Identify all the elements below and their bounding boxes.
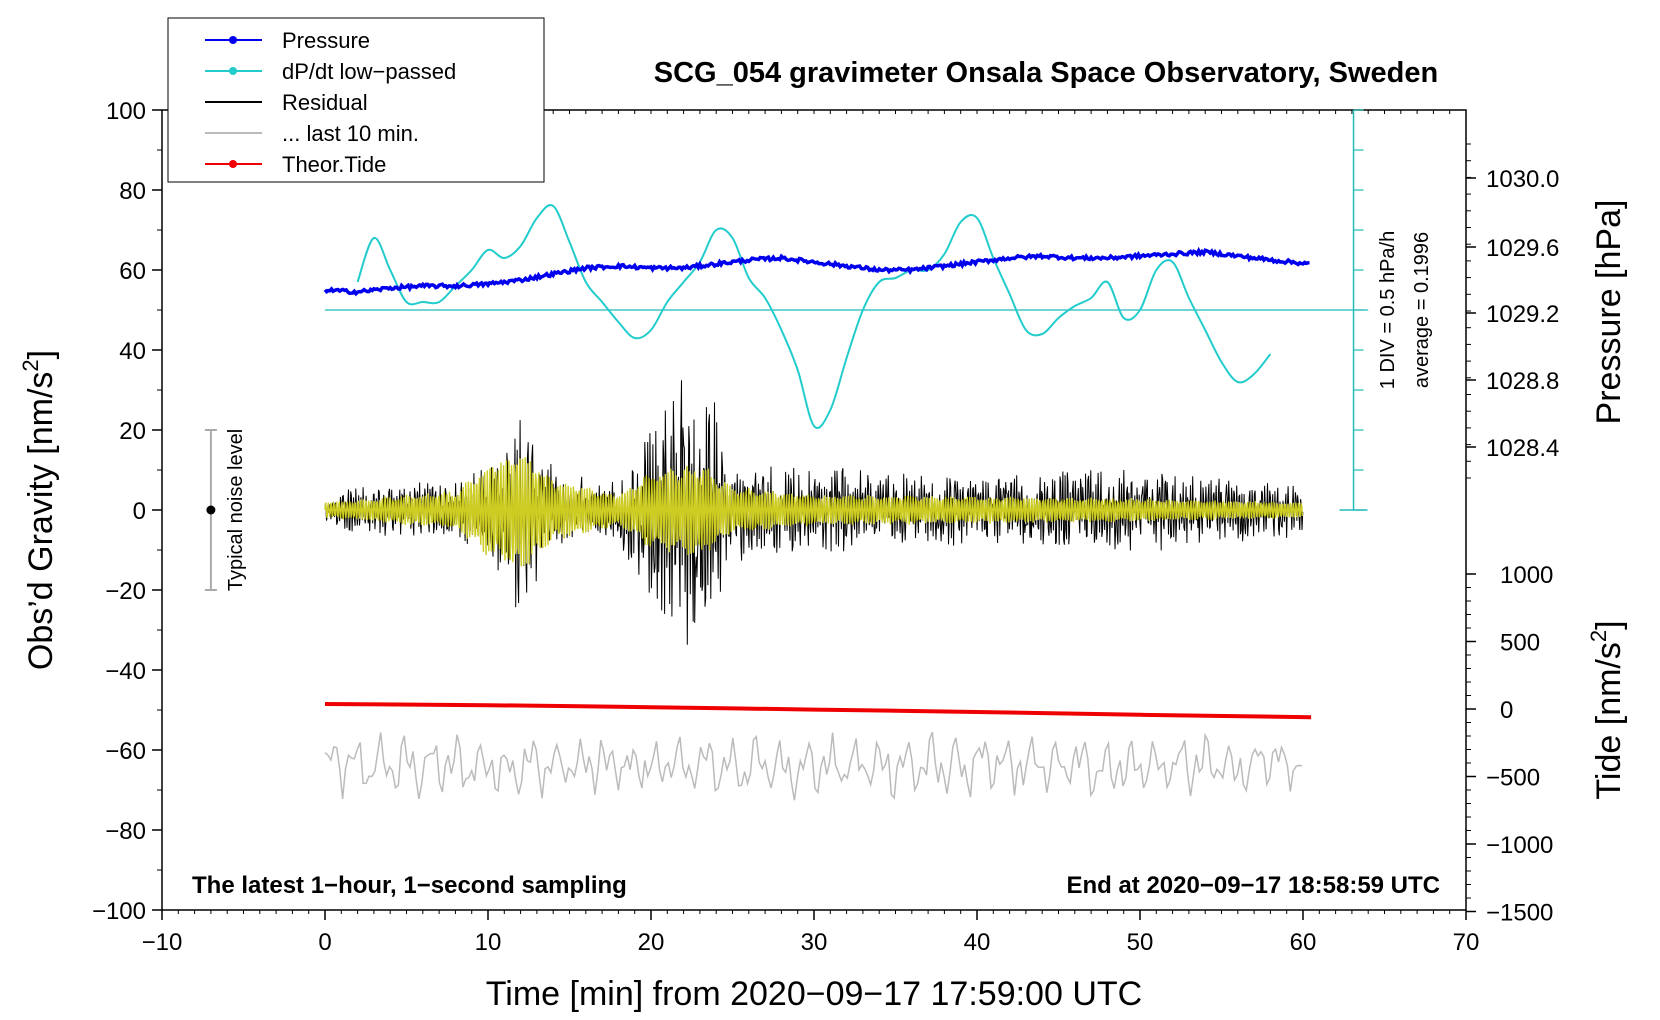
left-tick-label: −20: [105, 578, 146, 605]
pressure-tick-label: 1028.8: [1486, 368, 1559, 395]
tide-line: [324, 702, 1312, 720]
pressure-tick-label: 1030.0: [1486, 166, 1559, 193]
left-tick-label: 40: [119, 338, 146, 365]
chart-title: SCG_054 gravimeter Onsala Space Observat…: [654, 57, 1438, 89]
left-tick-label: 60: [119, 258, 146, 285]
noise-bar-dot: [206, 505, 216, 515]
dpdt-scale-label: 1 DIV = 0.5 hPa/h: [1377, 231, 1399, 389]
x-axis-label: Time [min] from 2020−09−17 17:59:00 UTC: [486, 975, 1142, 1013]
x-tick-label: 40: [964, 929, 991, 956]
x-tick-label: 30: [801, 929, 828, 956]
tide-tick-label: 1000: [1500, 562, 1553, 589]
dpdt-average-label: average = 0.1996: [1411, 232, 1433, 388]
pressure-line: [323, 246, 1310, 297]
left-tick-label: 80: [119, 178, 146, 205]
annotation-sampling: The latest 1−hour, 1−second sampling: [192, 872, 627, 899]
left-tick-label: 0: [133, 498, 146, 525]
theor-tide-series: [324, 702, 1312, 720]
tide-tick-label: −1500: [1486, 900, 1553, 927]
dpdt-series: [356, 204, 1272, 429]
left-tick-label: 20: [119, 418, 146, 445]
legend-label: Theor.Tide: [282, 152, 386, 177]
pressure-tick-label: 1029.2: [1486, 301, 1559, 328]
legend-swatch-marker: [229, 36, 237, 44]
legend-label: Pressure: [282, 28, 370, 53]
tide-tick-label: −500: [1486, 765, 1540, 792]
pressure-axis-label: Pressure [hPa]: [1590, 200, 1628, 425]
tide-axis-label-sup: 2: [1586, 630, 1611, 642]
legend-label: Residual: [282, 90, 368, 115]
x-tick-label: 20: [638, 929, 665, 956]
x-tick-label: 70: [1453, 929, 1480, 956]
legend-swatch-marker: [229, 160, 237, 168]
annotation-end-time: End at 2020−09−17 18:58:59 UTC: [1066, 872, 1440, 899]
left-tick-label: −80: [105, 818, 146, 845]
tide-tick-label: −1000: [1486, 832, 1553, 859]
tide-tick-label: 500: [1500, 630, 1540, 657]
legend-box: [167, 17, 545, 183]
residual-filtered-series: [324, 457, 1304, 567]
typical-noise-bar: [204, 429, 217, 591]
x-tick-label: 10: [475, 929, 502, 956]
dpdt-line: [356, 204, 1272, 429]
legend: Pressure dP/dt low−passed Residual ... last…: [167, 17, 545, 183]
legend-label: dP/dt low−passed: [282, 59, 456, 84]
left-axis-label: Obs’d Gravity [nm/s2]: [18, 350, 60, 670]
legend-swatch-marker: [229, 67, 237, 75]
left-axis-ticks: −100 −80 −60 −40 −20 0 20 40 60 80 100: [92, 98, 162, 925]
x-axis-ticks: −10 0 10 20 30 40 50 60 70: [142, 910, 1480, 956]
x-tick-label: −10: [142, 929, 183, 956]
left-tick-label: −100: [92, 898, 146, 925]
legend-label: ... last 10 min.: [282, 121, 419, 146]
tide-tick-label: 0: [1500, 697, 1513, 724]
left-axis-label-sup: 2: [18, 359, 43, 371]
left-tick-label: −40: [105, 658, 146, 685]
left-tick-label: −60: [105, 738, 146, 765]
last-10-min-line: [324, 731, 1303, 801]
noise-bar-label: Typical noise level: [225, 429, 247, 591]
left-tick-label: 100: [106, 98, 146, 125]
residual-filtered-line: [324, 457, 1304, 567]
x-tick-label: 50: [1127, 929, 1154, 956]
x-tick-label: 60: [1290, 929, 1317, 956]
right-axis-ticks: 1030.0 1029.6 1029.2 1028.8 1028.4 1000 500 0 −5…: [1466, 143, 1559, 927]
x-tick-label: 0: [318, 929, 331, 956]
tide-axis-label: Tide [nm/s2]: [1586, 620, 1628, 799]
pressure-tick-label: 1029.6: [1486, 235, 1559, 262]
last-10-min-series: [324, 731, 1303, 801]
pressure-series: [323, 246, 1310, 297]
pressure-tick-label: 1028.4: [1486, 435, 1559, 462]
